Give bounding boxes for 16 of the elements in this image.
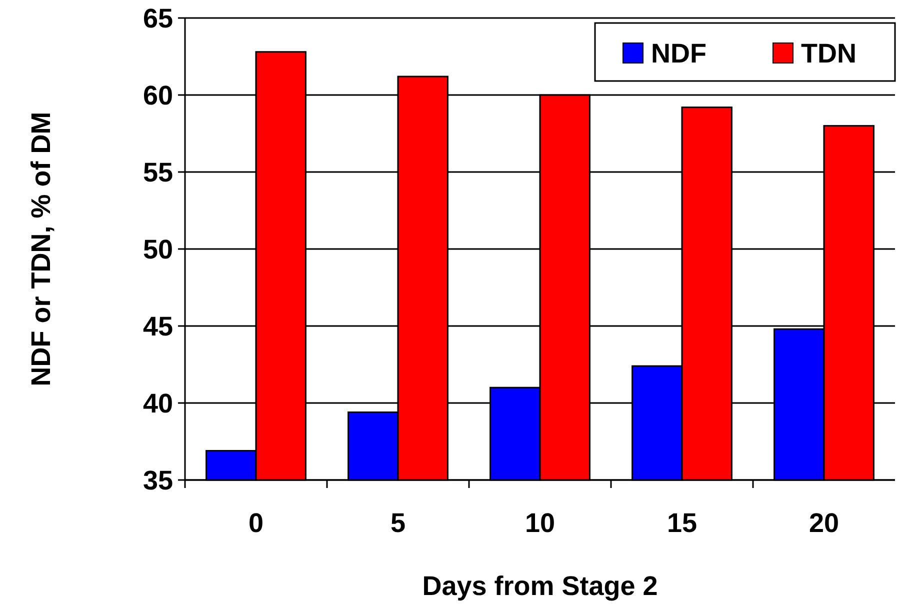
x-tick-label: 10: [524, 508, 556, 538]
y-tick-label: 45: [142, 311, 173, 342]
y-tick-label: 55: [142, 157, 173, 188]
x-tick-label: 0: [248, 508, 264, 538]
x-tick-label: 20: [808, 508, 840, 538]
legend-label: NDF: [651, 38, 706, 68]
y-tick-label: 40: [142, 388, 173, 418]
y-axis-title: NDF or TDN, % of DM: [26, 112, 56, 386]
y-tick-label: 50: [142, 234, 173, 264]
y-tick-label: 35: [142, 465, 173, 496]
x-tick-label: 15: [666, 508, 698, 538]
y-tick-label: 60: [142, 80, 173, 110]
y-tick-label: 65: [142, 3, 173, 34]
x-tick-label: 5: [390, 508, 406, 538]
x-axis-title: Days from Stage 2: [422, 571, 658, 601]
legend-label: TDN: [801, 38, 856, 68]
